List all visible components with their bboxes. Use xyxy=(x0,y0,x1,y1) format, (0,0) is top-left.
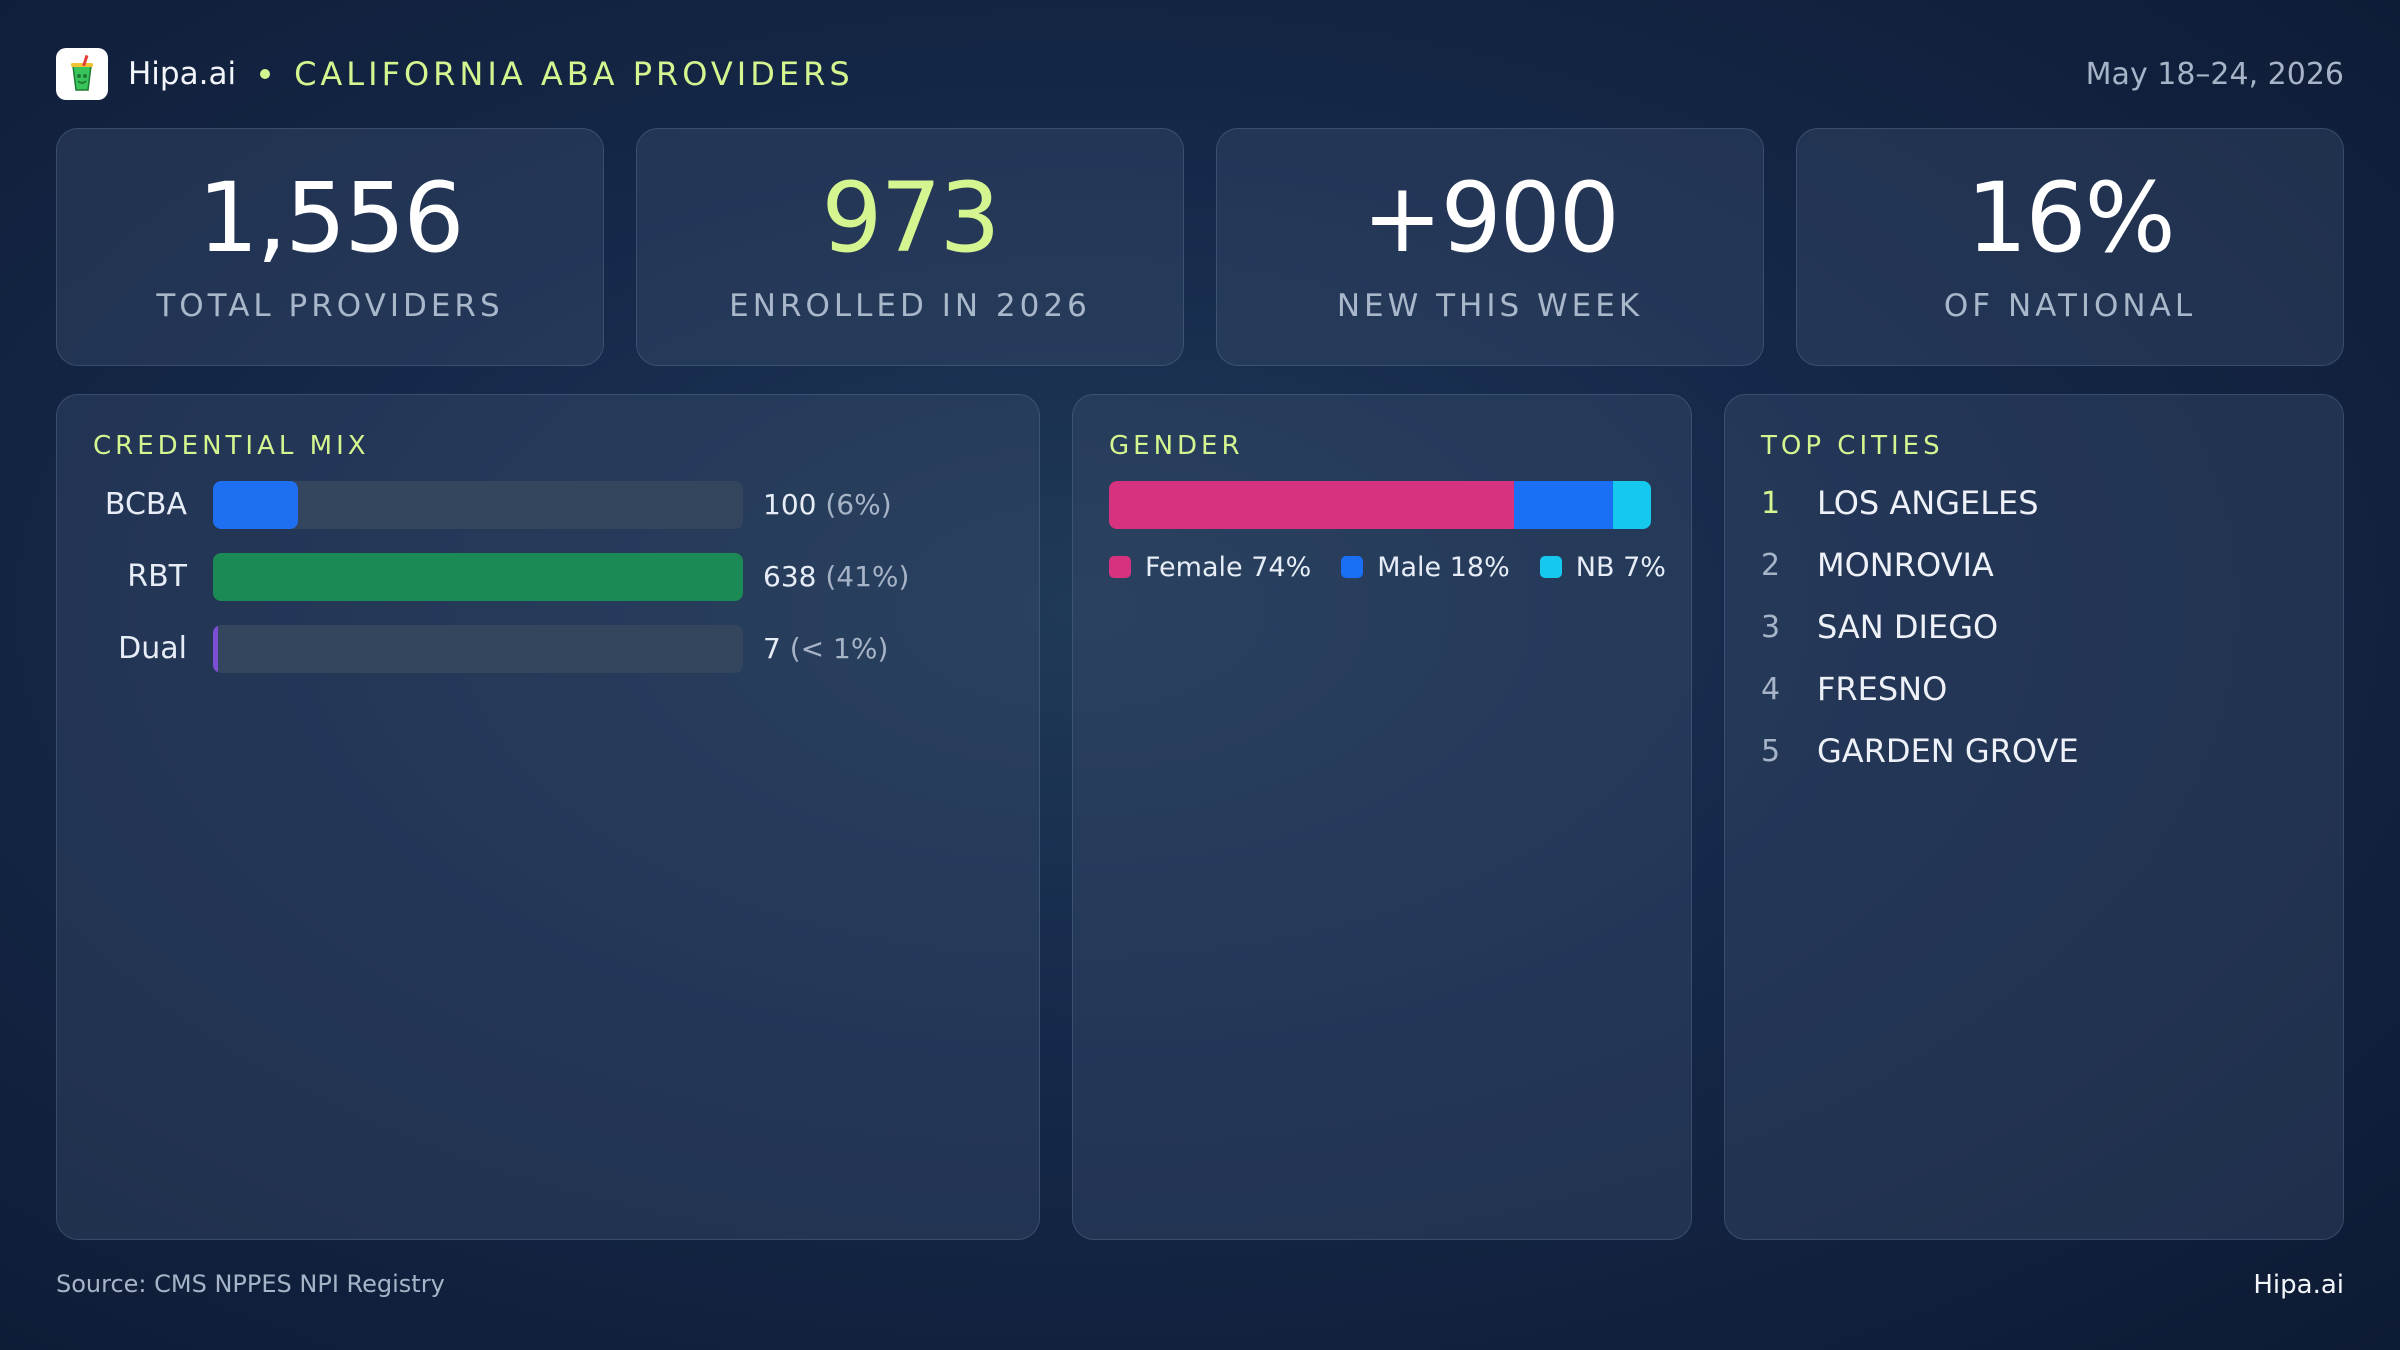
city-rank: 3 xyxy=(1761,609,1781,645)
legend-label: Female 74% xyxy=(1145,551,1312,583)
header: Hipa.ai CALIFORNIA ABA PROVIDERS May 18–… xyxy=(56,46,2344,102)
city-row: 3 SAN DIEGO xyxy=(1761,605,1998,649)
credential-row-dual: Dual 7 (< 1%) xyxy=(57,625,1039,673)
page-title: CALIFORNIA ABA PROVIDERS xyxy=(294,55,854,93)
source-note: Source: CMS NPPES NPI Registry xyxy=(56,1270,445,1298)
kpi-value: 16% xyxy=(1966,162,2175,274)
legend-swatch xyxy=(1109,556,1131,578)
kpi-card-enrolled: 973 ENROLLED IN 2026 xyxy=(636,128,1184,366)
kpi-label: ENROLLED IN 2026 xyxy=(729,288,1091,324)
credential-count-value: 100 xyxy=(763,488,817,521)
credential-percent: (< 1%) xyxy=(789,632,889,665)
credential-count: 100 (6%) xyxy=(763,481,892,529)
credential-label: RBT xyxy=(127,559,187,594)
city-rank: 4 xyxy=(1761,671,1781,707)
credential-row-bcba: BCBA 100 (6%) xyxy=(57,481,1039,529)
city-row: 2 MONROVIA xyxy=(1761,543,1994,587)
panel-title: GENDER xyxy=(1109,431,1244,461)
city-row: 5 GARDEN GROVE xyxy=(1761,729,2079,773)
kpi-value: +900 xyxy=(1362,162,1620,274)
city-name: LOS ANGELES xyxy=(1817,484,2039,522)
kpi-row: 1,556 TOTAL PROVIDERS 973 ENROLLED IN 20… xyxy=(56,128,2344,366)
separator-dot xyxy=(260,69,271,79)
drink-cup-icon xyxy=(56,48,108,100)
credential-bar-track xyxy=(213,553,743,601)
city-name: SAN DIEGO xyxy=(1817,608,1999,646)
credential-count-value: 638 xyxy=(763,560,817,593)
city-rank: 5 xyxy=(1761,733,1781,769)
brand-name: Hipa.ai xyxy=(128,56,237,92)
credential-bar-track xyxy=(213,625,743,673)
credential-label: Dual xyxy=(118,631,187,666)
credential-bar-fill xyxy=(213,553,743,601)
city-row: 4 FRESNO xyxy=(1761,667,1947,711)
panel-title: CREDENTIAL MIX xyxy=(93,431,370,461)
credential-label: BCBA xyxy=(104,487,187,522)
credential-bar-fill xyxy=(213,625,219,673)
credential-count: 7 (< 1%) xyxy=(763,625,888,673)
kpi-value: 1,556 xyxy=(197,162,465,274)
kpi-label: OF NATIONAL xyxy=(1943,288,2197,324)
gender-segment-nb xyxy=(1612,481,1651,529)
legend-swatch xyxy=(1539,556,1562,578)
legend-swatch xyxy=(1341,556,1364,578)
credential-bar-track xyxy=(213,481,743,529)
credential-count: 638 (41%) xyxy=(763,553,909,601)
date-range: May 18–24, 2026 xyxy=(2085,56,2344,92)
kpi-card-total-providers: 1,556 TOTAL PROVIDERS xyxy=(56,128,604,366)
credential-row-rbt: RBT 638 (41%) xyxy=(57,553,1039,601)
credential-percent: (6%) xyxy=(825,488,892,521)
gender-legend: Female 74% Male 18% NB 7% xyxy=(1109,547,1696,587)
legend-item-male: Male 18% xyxy=(1341,552,1510,583)
gender-segment-female xyxy=(1109,481,1515,529)
panel-title: TOP CITIES xyxy=(1761,431,1944,461)
kpi-card-of-national: 16% OF NATIONAL xyxy=(1796,128,2344,366)
gender-stacked-bar xyxy=(1109,481,1651,529)
kpi-value: 973 xyxy=(821,162,1000,274)
city-name: MONROVIA xyxy=(1817,546,1994,584)
city-row: 1 LOS ANGELES xyxy=(1761,481,2039,525)
credential-percent: (41%) xyxy=(825,560,910,593)
kpi-card-new-this-week: +900 NEW THIS WEEK xyxy=(1216,128,1764,366)
kpi-label: NEW THIS WEEK xyxy=(1336,288,1644,324)
footer-brand: Hipa.ai xyxy=(2253,1270,2344,1300)
legend-label: NB 7% xyxy=(1575,551,1666,583)
city-rank: 2 xyxy=(1761,547,1781,583)
legend-item-nb: NB 7% xyxy=(1539,551,1666,583)
top-cities-panel: TOP CITIES 1 LOS ANGELES 2 MONROVIA 3 SA… xyxy=(1724,394,2344,1240)
legend-item-female: Female 74% xyxy=(1109,552,1311,583)
city-name: GARDEN GROVE xyxy=(1817,732,2079,770)
legend-label: Male 18% xyxy=(1377,551,1510,583)
credential-count-value: 7 xyxy=(763,632,781,665)
gender-segment-male xyxy=(1514,481,1613,529)
city-rank: 1 xyxy=(1761,485,1781,521)
credential-bar-fill xyxy=(213,481,298,529)
city-name: FRESNO xyxy=(1817,670,1948,708)
kpi-label: TOTAL PROVIDERS xyxy=(156,288,504,324)
gender-panel: GENDER Female 74% Male 18% NB 7% xyxy=(1072,394,1692,1240)
credential-mix-panel: CREDENTIAL MIX BCBA 100 (6%) RBT 638 (41… xyxy=(56,394,1040,1240)
